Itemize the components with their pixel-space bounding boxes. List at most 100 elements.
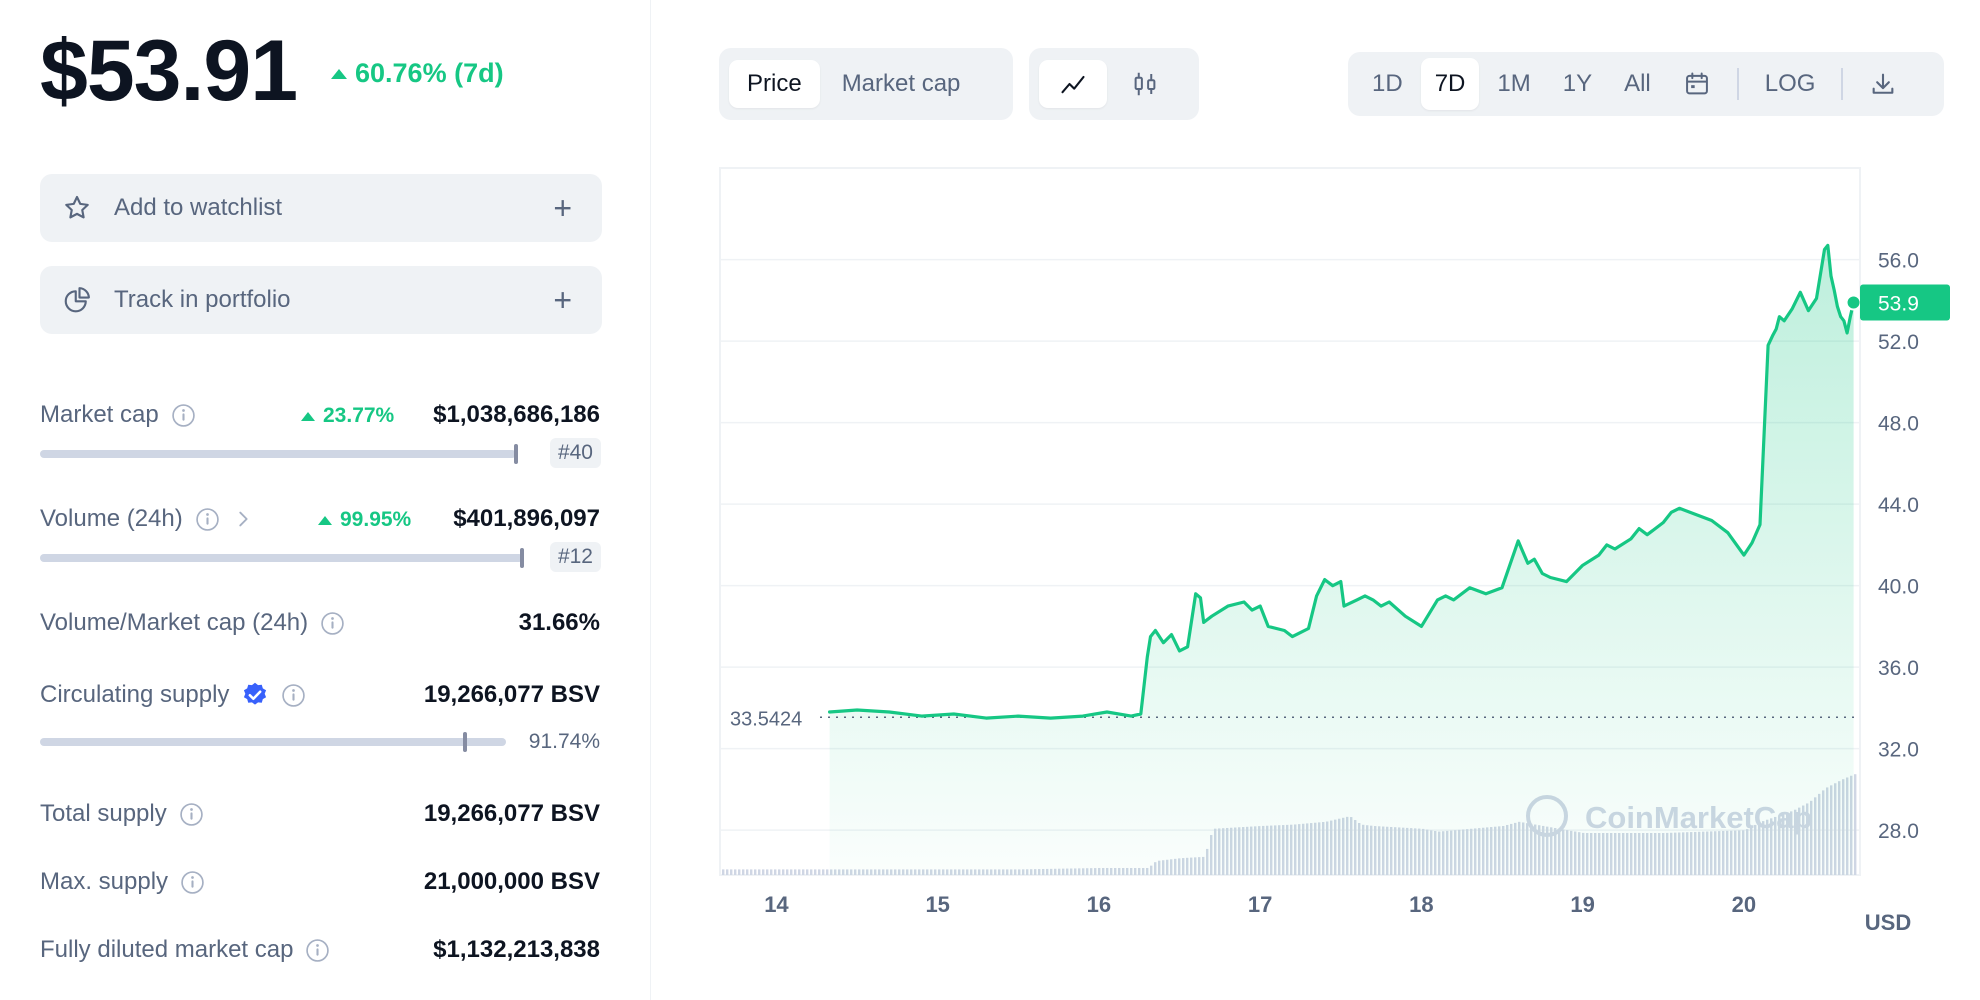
volume-bar: [806, 869, 809, 875]
star-icon: [65, 195, 89, 219]
volume-change-text: 99.95%: [340, 508, 412, 531]
divider: [1736, 68, 1739, 100]
download-button[interactable]: [1855, 58, 1911, 110]
range-1m[interactable]: 1M: [1497, 70, 1531, 97]
chevron-right-icon[interactable]: [232, 508, 254, 530]
chart-axes: 56.0 52.0 48.0 44.0 40.0 36.0 32.0 28.0 14 15 16 17…: [764, 250, 1950, 935]
volume-bar: [770, 869, 773, 875]
track-in-portfolio-button[interactable]: Track in portfolio +: [40, 266, 602, 334]
price-change-text: 60.76% (7d): [355, 58, 504, 88]
volume-bar: [802, 869, 805, 875]
tab-price[interactable]: Price: [729, 60, 820, 108]
info-icon[interactable]: [195, 507, 220, 532]
y-tick-label: 52.0: [1878, 331, 1919, 354]
date-range-button[interactable]: [1669, 58, 1725, 110]
x-tick-label: 14: [764, 892, 789, 917]
volume-bar: [790, 869, 793, 875]
market-cap-rank-thumb: [514, 444, 518, 464]
info-icon[interactable]: [180, 870, 205, 895]
volume-bar: [750, 869, 753, 875]
circ-supply-label-text: Circulating supply: [40, 681, 230, 708]
line-mode-button[interactable]: [1039, 60, 1107, 108]
arrow-up-icon: [301, 411, 315, 421]
market-cap-rank: #40: [549, 438, 601, 468]
volume-bar: [818, 869, 821, 875]
y-tick-label: 32.0: [1878, 739, 1919, 762]
info-icon[interactable]: [320, 611, 345, 636]
x-tick-label: 19: [1570, 892, 1594, 917]
market-cap-label-text: Market cap: [40, 401, 159, 428]
download-icon: [1873, 73, 1894, 94]
market-cap-rank-bar: [40, 450, 516, 458]
volume-bar: [762, 869, 765, 875]
range-1y[interactable]: 1Y: [1562, 70, 1593, 97]
volume-label-text: Volume (24h): [40, 505, 183, 532]
volume-rank-thumb: [520, 548, 524, 568]
vol-mcap-value: 31.66%: [518, 609, 600, 636]
volume-bar: [766, 869, 769, 875]
volume-change: 99.95%: [318, 508, 411, 532]
fdmc-label-text: Fully diluted market cap: [40, 936, 294, 963]
verified-badge-icon: [244, 682, 267, 705]
volume-bar: [730, 869, 733, 875]
time-range-selector: 1D 7D 1M 1Y All LOG: [1348, 52, 1944, 116]
info-icon[interactable]: [281, 683, 306, 708]
volume-bar: [794, 869, 797, 875]
volume-bar: [822, 869, 825, 875]
market-cap-value: $1,038,686,186: [433, 401, 600, 428]
volume-bar: [754, 869, 757, 875]
circ-supply-label: Circulating supply: [40, 681, 306, 709]
volume-label: Volume (24h): [40, 505, 254, 533]
stats-panel: $53.91 60.76% (7d) Add to watchlist + Tr…: [0, 0, 651, 1000]
x-tick-label: 20: [1732, 892, 1756, 917]
total-supply-label: Total supply: [40, 800, 204, 828]
volume-bar: [782, 869, 785, 875]
price-change-7d: 60.76% (7d): [331, 58, 504, 89]
y-tick-label: 36.0: [1878, 657, 1919, 680]
range-7d[interactable]: 7D: [1420, 58, 1480, 110]
range-all[interactable]: All: [1624, 70, 1651, 97]
volume-bar: [758, 869, 761, 875]
price-series: 33.5424: [730, 243, 1862, 875]
fdmc-label: Fully diluted market cap: [40, 936, 330, 964]
log-scale-button[interactable]: LOG: [1764, 70, 1816, 97]
max-supply-label: Max. supply: [40, 868, 205, 896]
info-icon[interactable]: [305, 938, 330, 963]
x-tick-label: 15: [925, 892, 949, 917]
volume-bar: [738, 869, 741, 875]
candle-mode-button[interactable]: [1111, 60, 1179, 108]
arrow-up-icon: [331, 68, 347, 79]
vol-mcap-label-text: Volume/Market cap (24h): [40, 609, 309, 636]
total-supply-label-text: Total supply: [40, 800, 167, 827]
info-icon[interactable]: [171, 403, 196, 428]
watchlist-label: Add to watchlist: [114, 194, 283, 221]
pie-chart-icon: [64, 287, 90, 313]
current-price-tag: [1860, 284, 1950, 321]
total-supply-value: 19,266,077 BSV: [423, 800, 600, 827]
market-cap-change-text: 23.77%: [323, 404, 395, 427]
chart-type-toggle: Price Market cap: [719, 48, 1013, 120]
y-tick-label: 28.0: [1878, 820, 1919, 843]
volume-bar: [774, 869, 777, 875]
circ-supply-thumb: [463, 732, 467, 752]
x-tick-label: 17: [1248, 892, 1272, 917]
volume-bar: [726, 869, 729, 875]
open-price-label: 33.5424: [730, 708, 802, 730]
price-line: [828, 243, 1856, 720]
price-area: [829, 245, 1854, 875]
range-1d[interactable]: 1D: [1372, 70, 1403, 97]
plus-icon: +: [553, 282, 572, 318]
volume-bar: [786, 869, 789, 875]
volume-bar: [814, 869, 817, 875]
volume-bar: [742, 869, 745, 875]
calendar-icon: [1685, 72, 1708, 95]
add-to-watchlist-button[interactable]: Add to watchlist +: [40, 174, 602, 242]
y-tick-label: 44.0: [1878, 494, 1919, 517]
tab-market-cap[interactable]: Market cap: [841, 70, 961, 97]
circ-supply-percent: 91.74%: [528, 730, 600, 753]
volume-bar: [734, 869, 737, 875]
info-icon[interactable]: [179, 802, 204, 827]
volume-bar: [826, 869, 829, 875]
volume-value: $401,896,097: [453, 505, 600, 532]
